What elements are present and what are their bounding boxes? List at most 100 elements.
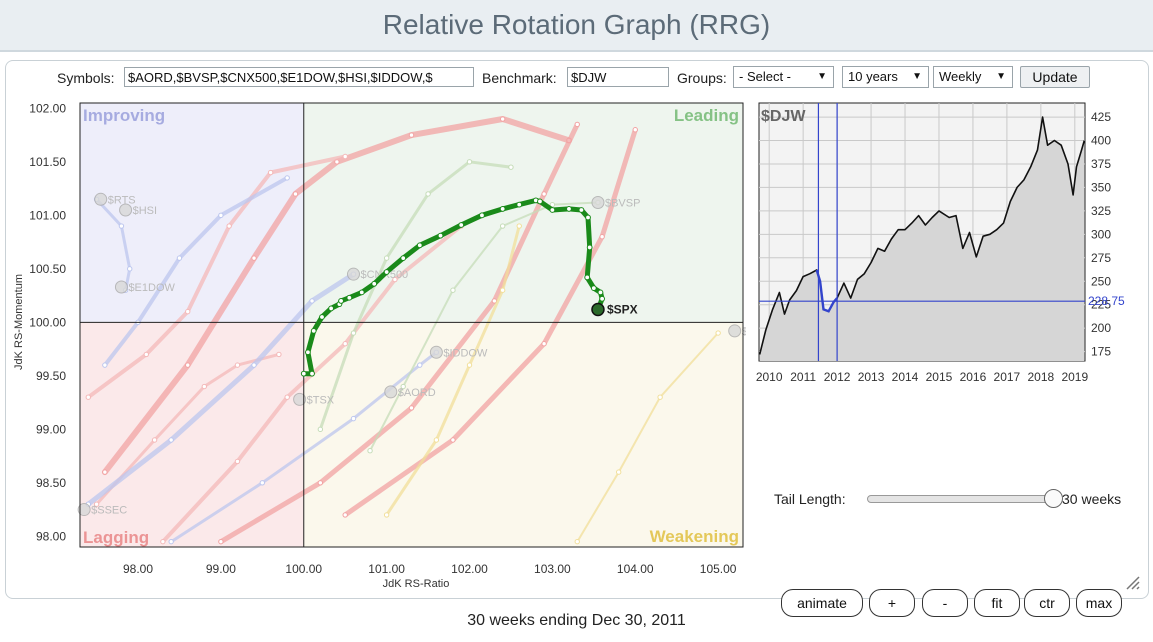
highlight-tail-point [309,370,315,377]
benchmark-y-tick: 350 [1091,180,1111,194]
highlight-tail[interactable]: $SPX [300,197,638,377]
faded-tail-point [259,480,266,486]
y-tick-label: 101.50 [29,155,66,169]
faded-symbol-marker[interactable] [94,192,108,206]
faded-symbol-marker[interactable] [293,392,307,406]
faded-tail-point [433,437,440,443]
y-tick-label: 98.00 [36,529,66,543]
faded-tail-point [309,298,315,304]
faded-tail-point [176,255,183,261]
benchmark-series [758,103,1086,361]
highlight-tail-point [371,280,378,287]
tail-length-value: 30 weeks [1062,491,1122,507]
faded-tail-point [276,351,282,358]
faded-tail-point [392,276,398,283]
chevron-down-icon: ▼ [912,71,922,82]
benchmark-y-tick: 275 [1091,251,1111,265]
y-tick-label: 100.00 [29,315,66,329]
faded-tail-point [342,153,348,160]
faded-tail-point [201,383,208,390]
highlight-tail-point [499,206,506,212]
faded-tail-point [499,116,506,122]
faded-tail-point [342,512,348,518]
faded-tail-point [251,362,257,368]
benchmark-x-tick: 2018 [1028,370,1055,384]
highlight-head-marker[interactable] [591,302,605,317]
benchmark-input[interactable]: $DJW [567,67,669,87]
y-tick-label: 99.50 [36,369,66,383]
faded-tail-point [400,383,406,390]
quadrant-backgrounds [80,103,743,547]
max-button[interactable]: max [1076,589,1122,617]
update-button[interactable]: Update [1020,66,1090,88]
zoom-out-button[interactable]: - [922,589,968,617]
faded-tail-point [226,223,232,229]
benchmark-x-tick: 2014 [892,370,919,384]
highlight-tail-point [549,207,556,213]
faded-tail-point [574,121,580,128]
faded-symbol-marker[interactable] [114,280,128,294]
faded-tail-point [218,212,224,219]
period-select-value: 10 years [848,69,898,84]
fit-button[interactable]: fit [974,589,1020,617]
benchmark-y-tick: 400 [1091,134,1111,148]
faded-tail-point [516,223,522,229]
faded-symbol-marker[interactable] [429,345,443,359]
faded-tail-point [450,287,456,293]
benchmark-title: $DJW [761,108,806,125]
faded-symbol-marker[interactable] [119,203,133,217]
center-button[interactable]: ctr [1024,589,1070,617]
symbols-label: Symbols: [57,70,115,86]
timeframe-caption: 30 weeks ending Dec 30, 2011 [467,612,686,629]
groups-select[interactable]: - Select - ▼ [733,66,834,88]
faded-symbol-marker[interactable] [384,385,398,399]
faded-tail-point [267,169,274,176]
faded-symbol-marker[interactable] [346,267,360,281]
faded-tail-point [450,437,456,443]
title-bar: Relative Rotation Graph (RRG) [0,0,1153,52]
benchmark-x-tick: 2019 [1061,370,1088,384]
zoom-in-button[interactable]: + [869,589,915,617]
highlight-tail-point [310,327,317,334]
faded-tail [576,332,720,543]
x-tick-label: 100.00 [285,562,322,576]
tail-length-slider-handle[interactable] [1044,489,1063,508]
benchmark-y-tick: 375 [1091,157,1111,171]
faded-symbol-marker[interactable] [77,503,91,517]
highlight-tail-point [578,207,585,213]
highlight-tail-point [416,242,423,249]
x-tick-label: 101.00 [368,562,405,576]
faded-tail-point [218,538,224,545]
faded-tail-point [632,127,638,133]
faded-symbol-marker[interactable] [591,195,605,209]
highlight-tail-point [437,232,444,239]
faded-tail-point [367,448,373,454]
benchmark-y-tick: 200 [1091,321,1111,335]
faded-tail-point [317,480,324,486]
groups-label: Groups: [677,70,727,86]
faded-tail-point [317,426,324,433]
faded-tail-point [383,255,390,261]
animate-button[interactable]: animate [781,589,863,617]
faded-symbol-label: $IDDOW [443,347,488,359]
faded-symbol-label: $AORD [398,387,436,399]
faded-tail-point [185,308,191,315]
period-select[interactable]: 10 years ▼ [842,66,929,88]
x-tick-label: 98.00 [123,562,153,576]
highlight-tail-point [516,201,523,208]
tail-length-slider[interactable] [867,495,1055,503]
symbols-input[interactable]: $AORD,$BVSP,$CNX500,$E1DOW,$HSI,$IDDOW,$ [124,67,474,87]
resize-handle-icon[interactable] [1123,573,1141,591]
faded-tail-point [615,469,622,475]
highlight-tail-point [458,222,465,228]
frequency-select[interactable]: Weekly ▼ [933,66,1013,88]
faded-tail-point [383,512,390,518]
faded-tail-point [350,330,357,336]
page-title: Relative Rotation Graph (RRG) [382,9,771,40]
rrg-chart: $RTS$HSI$E1DOW$CNX500$BVSP$IDDOW$AORD$TS… [13,101,746,590]
highlight-tail-point [597,289,604,296]
faded-tail-point [599,234,605,240]
benchmark-x-tick: 2015 [926,370,953,384]
quadrant-label-improving: Improving [83,106,165,125]
faded-symbol-marker[interactable] [728,324,742,338]
